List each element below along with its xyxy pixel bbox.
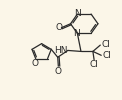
Text: N: N	[73, 29, 80, 38]
Text: Cl: Cl	[102, 51, 111, 60]
Text: Cl: Cl	[101, 40, 110, 49]
Text: O: O	[31, 59, 38, 68]
Text: O: O	[55, 67, 62, 76]
Text: N: N	[74, 9, 81, 18]
Text: O: O	[56, 23, 63, 32]
Text: Cl: Cl	[89, 60, 98, 70]
Text: HN: HN	[54, 46, 67, 55]
